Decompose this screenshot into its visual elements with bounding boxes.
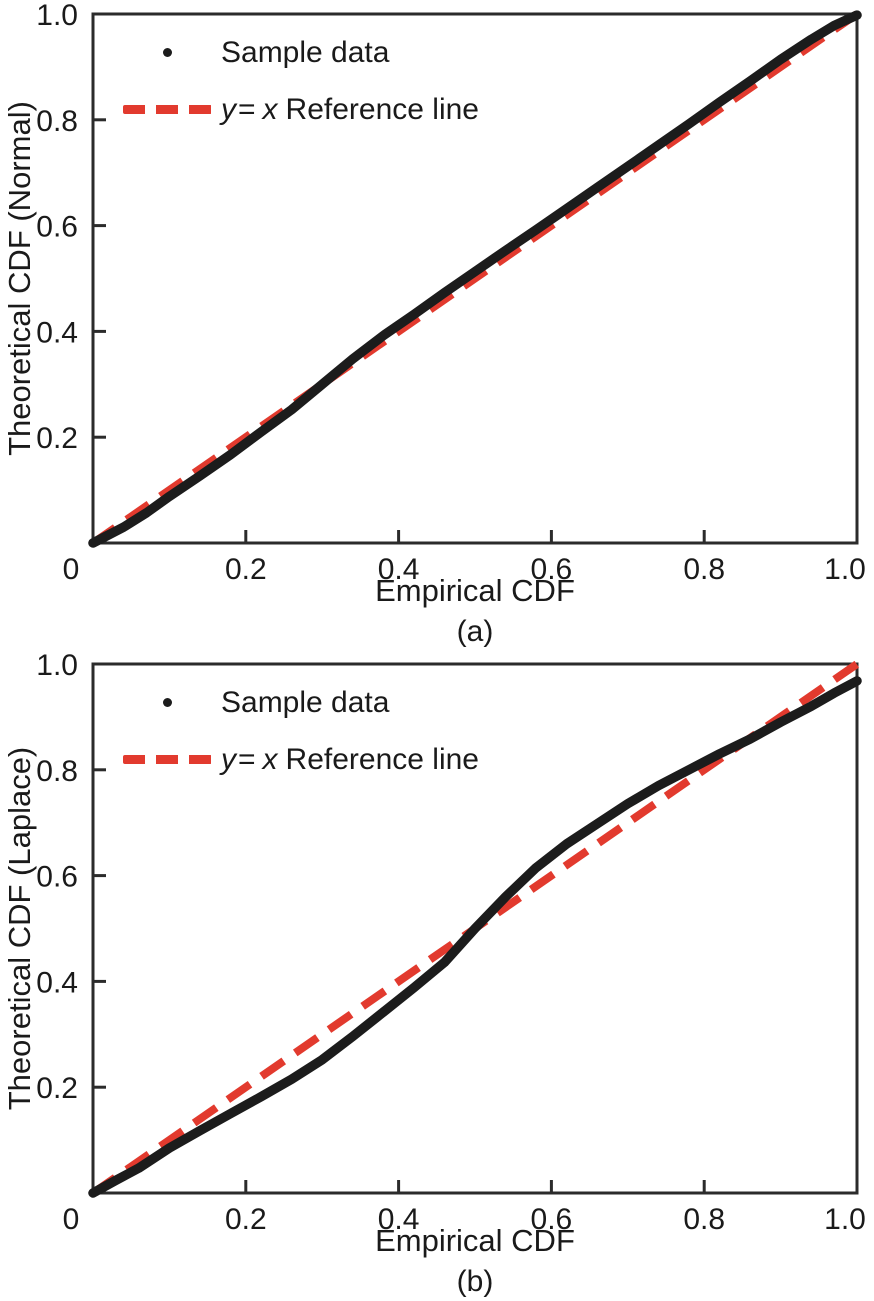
x-tick-label: 0.6 xyxy=(531,1203,573,1236)
legend-label-reference-line: y= x Reference line xyxy=(221,92,479,128)
x-axis-label: Empirical CDF xyxy=(375,573,575,608)
equals-sign: = xyxy=(238,742,256,776)
x-tick-label: 0 xyxy=(63,1203,80,1236)
legend-marker-box xyxy=(123,697,212,709)
x-axis-label: Empirical CDF xyxy=(375,1223,575,1258)
y-tick-label: 0.6 xyxy=(36,211,78,244)
y-tick-label: 1.0 xyxy=(36,0,78,32)
sample-data-curve xyxy=(88,10,862,548)
x-tick-label: 0.8 xyxy=(683,1203,725,1236)
reference-dash-marker-icon xyxy=(123,105,212,114)
italic-x: x xyxy=(262,742,278,776)
legend: Sample data y= x Reference line xyxy=(123,34,479,128)
y-axis-label: Theoretical CDF (Normal) xyxy=(2,101,37,456)
x-tick-label: 0 xyxy=(63,553,80,586)
italic-x: x xyxy=(262,92,278,126)
legend-label-reference-line: y= x Reference line xyxy=(221,742,479,778)
pp-plot-normal-chart: 0 0.2 0.4 0.6 0.8 1.0 0.2 0.4 0.6 0.8 1.0 Empirical… xyxy=(2,0,866,648)
panel-caption: (a) xyxy=(457,615,494,648)
reference-line xyxy=(90,10,860,547)
legend-item-sample-data: Sample data xyxy=(123,684,479,721)
x-tick-label: 1.0 xyxy=(824,1203,866,1236)
panel-b-pp-plot-laplace: 0 0.2 0.4 0.6 0.8 1.0 0.2 0.4 0.6 0.8 1.0 Empirical… xyxy=(0,650,874,1300)
x-tick-label: 0.4 xyxy=(378,1203,420,1236)
sample-data-curve xyxy=(88,676,862,1198)
reference-line-text: Reference line xyxy=(285,742,479,776)
legend-label-sample-data: Sample data xyxy=(221,35,390,69)
x-tick-label: 0.8 xyxy=(683,553,725,586)
x-tick-label: 0.6 xyxy=(531,553,573,586)
equals-sign: = xyxy=(238,92,256,126)
legend-item-reference-line: y= x Reference line xyxy=(123,741,479,778)
x-tick-label: 0.2 xyxy=(225,1203,267,1236)
legend: Sample data y= x Reference line xyxy=(123,684,479,778)
x-tick-label: 0.2 xyxy=(225,553,267,586)
italic-y: y xyxy=(221,742,236,776)
panel-a-pp-plot-normal: 0 0.2 0.4 0.6 0.8 1.0 0.2 0.4 0.6 0.8 1.0 Empirical… xyxy=(0,0,874,650)
legend-item-sample-data: Sample data xyxy=(123,34,479,71)
pp-plot-laplace-chart: 0 0.2 0.4 0.6 0.8 1.0 0.2 0.4 0.6 0.8 1.0 Empirical… xyxy=(2,650,866,1298)
y-tick-label: 0.6 xyxy=(36,861,78,894)
panel-caption: (b) xyxy=(457,1265,494,1298)
y-axis-label: Theoretical CDF (Laplace) xyxy=(2,747,37,1111)
x-tick-label: 0.4 xyxy=(378,553,420,586)
y-tick-label: 0.4 xyxy=(36,316,78,349)
reference-line-text: Reference line xyxy=(285,92,479,126)
plot-box xyxy=(91,12,859,545)
y-tick-label: 0.2 xyxy=(36,1072,78,1105)
legend-item-reference-line: y= x Reference line xyxy=(123,91,479,128)
y-tick-label: 0.8 xyxy=(36,105,78,138)
y-tick-label: 0.4 xyxy=(36,966,78,999)
sample-dot-marker-icon xyxy=(163,48,172,57)
legend-label-sample-data: Sample data xyxy=(221,685,390,719)
y-tick-label: 0.8 xyxy=(36,755,78,788)
x-tick-label: 1.0 xyxy=(824,553,866,586)
y-tick-label: 0.2 xyxy=(36,422,78,455)
italic-y: y xyxy=(221,92,236,126)
y-tick-label: 1.0 xyxy=(36,650,78,682)
plot-box xyxy=(91,662,859,1195)
sample-dot-marker-icon xyxy=(163,698,172,707)
legend-marker-box xyxy=(123,47,212,59)
reference-dash-marker-icon xyxy=(123,755,212,764)
